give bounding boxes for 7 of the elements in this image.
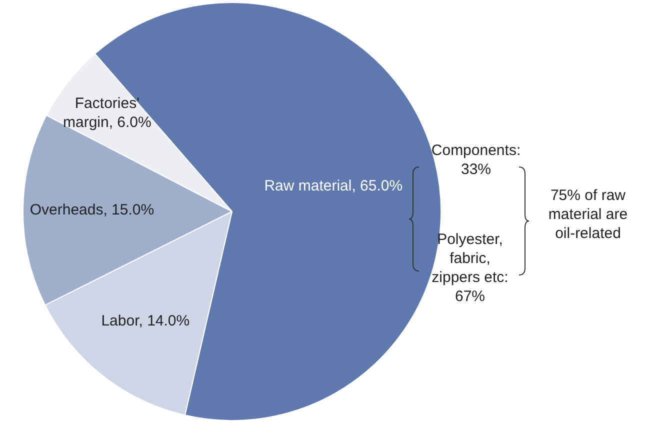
slice-label: Raw material, 65.0% — [264, 177, 403, 194]
text: Polyester, fabric, zippers etc: 67% — [430, 230, 510, 306]
text: 75% of raw material are oil-related — [547, 186, 629, 243]
slice-label: Factories' margin, 6.0% — [62, 94, 152, 131]
slice-label: Overheads, 15.0% — [30, 202, 154, 219]
text: Components: 33% — [430, 141, 522, 179]
slice-label: Labor, 14.0% — [101, 312, 190, 330]
